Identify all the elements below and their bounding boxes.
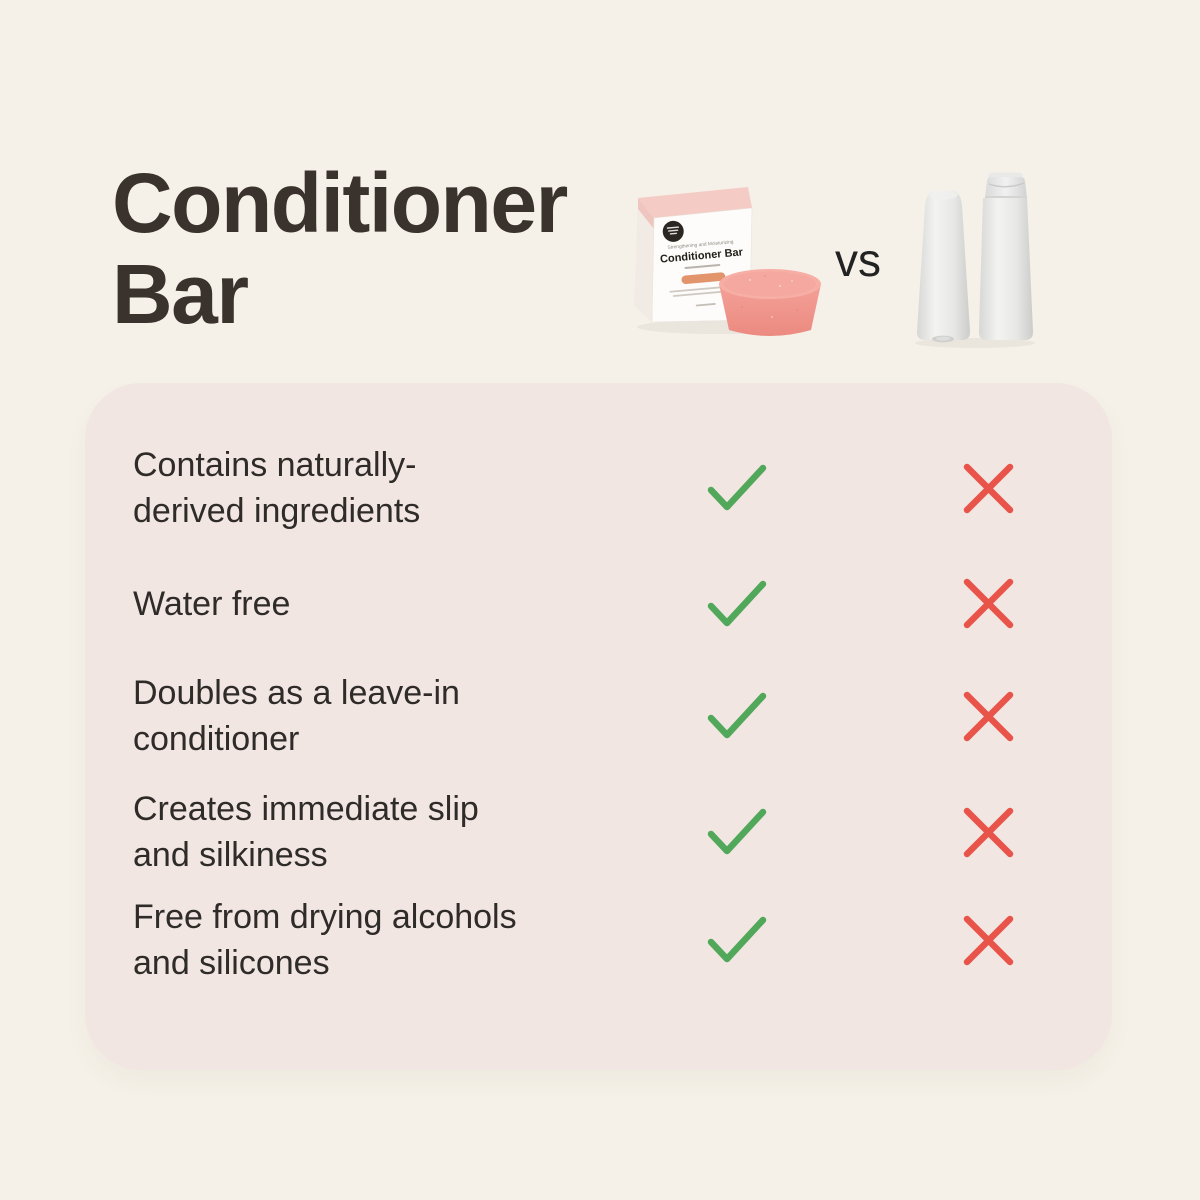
bar-result-cell <box>687 578 787 630</box>
brand-logo-circle <box>662 220 684 242</box>
conditioner-bottles-image <box>915 172 1035 348</box>
cross-icon <box>963 578 1013 629</box>
check-icon <box>707 464 767 511</box>
conditioner-bar-product-image: Strengthening and Moisturizing Condition… <box>634 187 821 336</box>
row-label: Contains naturally- derived ingredients <box>133 446 421 530</box>
cross-icon <box>963 807 1013 857</box>
check-icon <box>707 692 767 739</box>
column-spacer <box>787 716 938 717</box>
row-label: Water free <box>133 584 291 623</box>
comparison-row: Contains naturally- derived ingredients <box>133 442 1038 534</box>
row-label: Doubles as a leave-in conditioner <box>133 674 460 758</box>
check-icon <box>707 808 767 855</box>
conditioner-bar-puck <box>719 269 821 336</box>
cross-icon <box>963 691 1013 741</box>
conditioner-box: Strengthening and Moisturizing Condition… <box>634 187 753 323</box>
page-title: Conditioner Bar <box>112 156 568 341</box>
column-spacer <box>787 832 938 833</box>
cross-icon <box>963 463 1013 513</box>
bottle-result-cell <box>938 460 1038 517</box>
row-label: Creates immediate slip and silkiness <box>133 790 479 874</box>
bar-result-cell <box>687 690 787 742</box>
comparison-row: Water free <box>133 575 1038 632</box>
row-label: Free from drying alcohols and silicones <box>133 898 517 982</box>
comparison-panel: Contains naturally- derived ingredients … <box>85 383 1112 1070</box>
box-flavor-pill <box>681 272 726 284</box>
comparison-row: Doubles as a leave-in conditioner <box>133 670 1038 762</box>
box-subtitle: Strengthening and Moisturizing <box>667 239 734 251</box>
vs-label: vs <box>835 234 881 286</box>
bar-result-cell <box>687 462 787 514</box>
bottle-right <box>978 172 1034 340</box>
cross-icon <box>963 915 1013 965</box>
bottle-result-cell <box>938 912 1038 969</box>
column-spacer <box>787 603 938 604</box>
comparison-row: Creates immediate slip and silkiness <box>133 786 1038 878</box>
comparison-row: Free from drying alcohols and silicones <box>133 894 1038 986</box>
bottle-result-cell <box>938 575 1038 632</box>
check-icon <box>707 916 767 963</box>
bar-result-cell <box>687 914 787 966</box>
check-icon <box>707 580 767 626</box>
bottle-left <box>916 190 971 343</box>
column-spacer <box>787 940 938 941</box>
column-spacer <box>787 488 938 489</box>
bar-result-cell <box>687 806 787 858</box>
bottle-result-cell <box>938 804 1038 861</box>
bottle-result-cell <box>938 688 1038 745</box>
